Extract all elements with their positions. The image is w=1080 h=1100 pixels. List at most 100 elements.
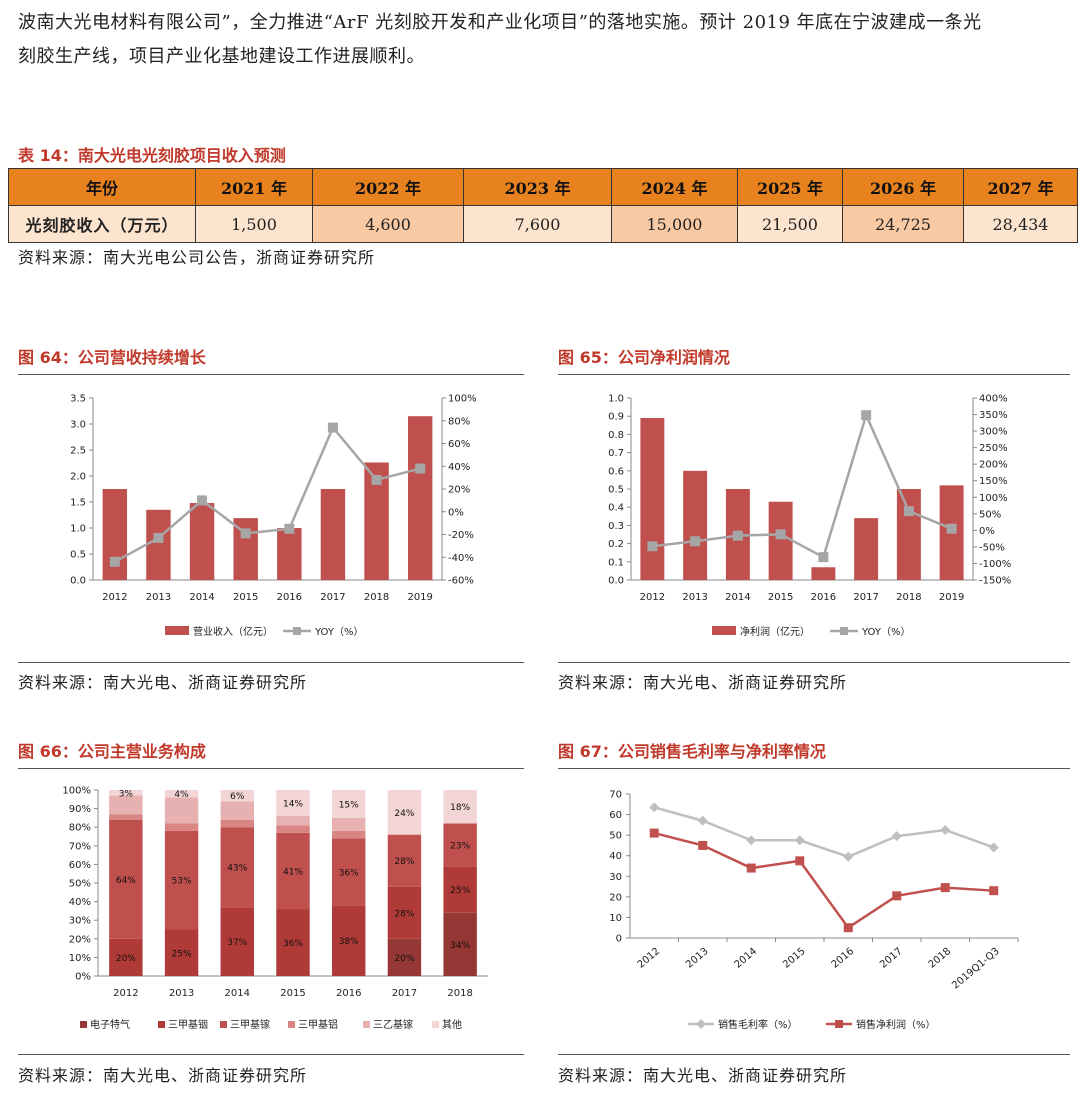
right-tick-label: 100% [448, 394, 477, 405]
x-tick-label: 2012 [113, 988, 138, 999]
left-tick-label: 1.0 [70, 524, 86, 535]
revenue-bar [640, 418, 665, 580]
x-tick-label: 2017 [392, 988, 417, 999]
fig-67-source: 资料来源：南大光电、浙商证券研究所 [558, 1066, 848, 1085]
stacked-segment [332, 905, 366, 976]
yoy-point [903, 506, 914, 517]
value-cell: 28,434 [963, 205, 1078, 243]
segment-label: 20% [116, 954, 136, 964]
x-tick-label: 2014 [725, 592, 750, 603]
legend-label: 电子特气 [90, 1018, 130, 1031]
yoy-point [327, 422, 338, 433]
legend-swatch [220, 1021, 227, 1028]
fig-66-title: 图 66：公司主营业务构成 [18, 742, 206, 761]
data-point [891, 831, 902, 842]
stacked-segment [332, 830, 366, 839]
segment-label: 20% [394, 954, 414, 964]
value-cell: 21,500 [737, 205, 843, 243]
revenue-bar [768, 501, 793, 580]
data-point [892, 891, 902, 901]
year-cell: 2025 年 [737, 168, 843, 206]
left-tick-label: 0.0 [70, 576, 86, 587]
left-tick-label: 0.9 [608, 412, 624, 423]
y-tick-label: 10 [609, 913, 622, 924]
value-cell: 4,600 [312, 205, 464, 243]
stacked-segment [276, 790, 310, 817]
data-point [649, 802, 660, 813]
fig-67-bottom-rule [558, 1054, 1070, 1055]
x-tick-label: 2014 [733, 946, 760, 971]
table-14-source: 资料来源：南大光电公司公告，浙商证券研究所 [18, 248, 376, 267]
data-point [649, 828, 659, 838]
legend-marker [835, 1020, 843, 1028]
stacked-segment [387, 938, 422, 976]
segment-label: 36% [283, 939, 303, 949]
yoy-point [153, 532, 164, 543]
right-tick-label: 250% [979, 443, 1008, 454]
yoy-line [652, 411, 953, 559]
stacked-segment [109, 790, 143, 796]
data-point [698, 840, 708, 850]
left-tick-label: 0.7 [608, 448, 624, 459]
fig-64-top-rule [18, 374, 524, 375]
revenue-bar [896, 489, 921, 580]
stacked-segment [109, 795, 143, 815]
legend-label: 销售净利润（%） [856, 1018, 936, 1031]
stacked-segment [220, 801, 254, 820]
fig-65-bottom-rule [558, 662, 1070, 663]
fig-65-source: 资料来源：南大光电、浙商证券研究所 [558, 673, 848, 692]
header-label-cell: 年份 [8, 168, 196, 206]
x-tick-label: 2016 [336, 988, 361, 999]
revenue-bar [146, 509, 171, 580]
x-tick-label: 2018 [447, 988, 472, 999]
yoy-point [861, 410, 872, 421]
right-tick-label: -20% [448, 530, 474, 541]
right-tick-label: -100% [979, 559, 1011, 570]
yoy-point [775, 529, 786, 540]
stacked-segment [387, 790, 422, 835]
stacked-segment [164, 830, 199, 930]
x-tick-label: 2013 [684, 946, 711, 971]
segment-label: 28% [394, 857, 414, 867]
series-line [653, 831, 994, 930]
x-tick-label: 2013 [682, 592, 707, 603]
left-tick-label: 0.5 [608, 485, 624, 496]
yoy-point [690, 536, 701, 547]
y-tick-label: 0 [616, 934, 622, 945]
y-tick-label: 70% [69, 841, 91, 852]
value-cell: 7,600 [463, 205, 612, 243]
x-tick-label: 2016 [277, 592, 302, 603]
y-tick-label: 10% [69, 953, 91, 964]
x-tick-label: 2017 [853, 592, 878, 603]
revenue-bar [407, 416, 433, 580]
left-tick-label: 2.0 [70, 472, 86, 483]
legend-bar-label: 净利润（亿元） [740, 625, 810, 638]
x-tick-label: 2013 [146, 592, 171, 603]
x-tick-label: 2018 [927, 946, 954, 971]
y-tick-label: 40% [69, 897, 91, 908]
legend-swatch [288, 1021, 295, 1028]
right-tick-label: 100% [979, 493, 1008, 504]
yoy-point [109, 556, 120, 567]
x-tick-label: 2014 [189, 592, 214, 603]
stacked-segment [109, 814, 143, 820]
intro-line-1: 波南大光电材料有限公司”，全力推进“ArF 光刻胶开发和产业化项目”的落地实施。… [18, 12, 982, 33]
right-tick-label: 20% [448, 485, 470, 496]
right-tick-label: 400% [979, 394, 1008, 405]
x-tick-label: 2012 [102, 592, 127, 603]
fig-67-chart: 0 10 20 30 40 50 60 70 2012 2013 2014 2015 2016 2017 2… [609, 790, 1019, 1031]
yoy-point [415, 463, 426, 474]
stacked-segment [443, 866, 477, 913]
data-point [697, 815, 708, 826]
left-tick-label: 3.5 [70, 394, 86, 405]
stacked-segment [164, 790, 199, 798]
legend-line-marker [840, 627, 848, 635]
legend-bar-swatch [165, 626, 189, 635]
segment-label: 24% [394, 809, 414, 819]
data-point [989, 886, 999, 896]
x-tick-label: 2016 [811, 592, 836, 603]
segment-label: 36% [339, 868, 359, 878]
y-tick-label: 60% [69, 860, 91, 871]
legend-label: 三甲基铟 [168, 1018, 208, 1031]
left-tick-label: 0.4 [608, 503, 624, 514]
